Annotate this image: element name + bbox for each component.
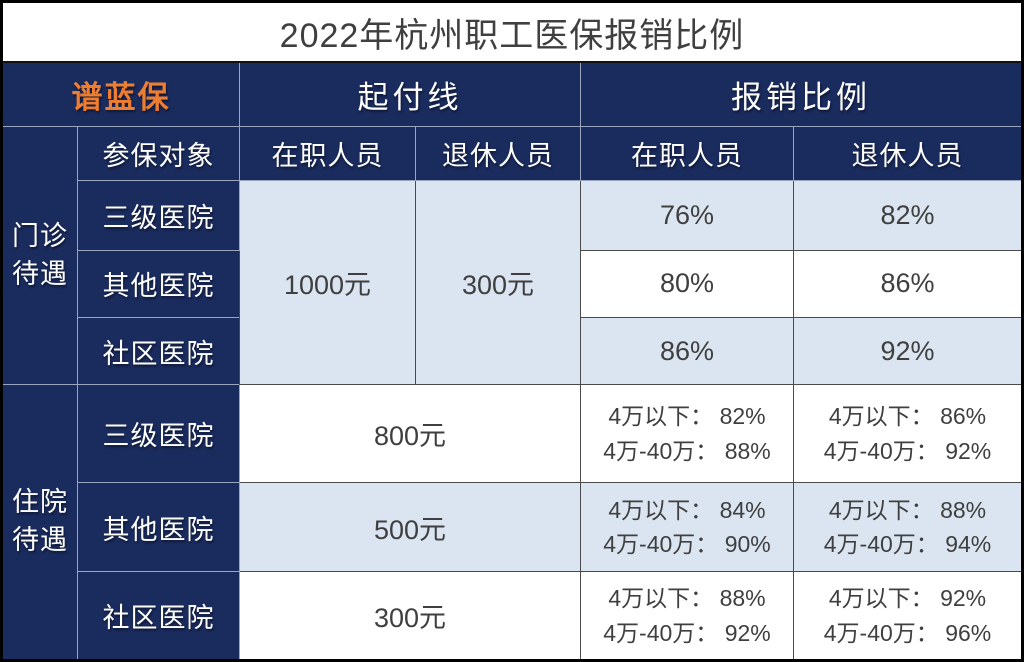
- section-label-inpatient: 住院待遇: [1, 384, 78, 661]
- subheader-row: 门诊待遇 参保对象 在职人员 退休人员 在职人员 退休人员: [1, 126, 1023, 386]
- ratio-retired: 86%: [793, 249, 1023, 319]
- tier-line: 4万以下： 86%: [828, 403, 987, 430]
- page-title: 2022年杭州职工医保报销比例: [1, 1, 1023, 64]
- deductible-retired-outpatient: 300元: [415, 179, 581, 386]
- tier-line: 4万以下： 84%: [608, 496, 766, 523]
- ratio-retired: 82%: [793, 179, 1023, 251]
- hospital-label: 其他医院: [77, 249, 240, 319]
- col-header-active-deductible: 在职人员: [239, 126, 416, 181]
- tier-line: 4万-40万： 96%: [823, 619, 992, 646]
- hospital-label: 三级医院: [77, 384, 240, 484]
- table-row: 住院待遇 三级医院 800元 4万以下： 82% 4万-40万： 88% 4万以…: [1, 384, 1023, 661]
- ratio-retired: 92%: [793, 317, 1023, 386]
- tier-line: 4万-40万： 88%: [603, 437, 771, 464]
- hospital-label: 社区医院: [77, 571, 240, 661]
- header-row: 谱蓝保 起付线 报销比例: [1, 61, 1023, 128]
- table-row: 三级医院 1000元 300元 76% 82%: [2, 179, 1023, 386]
- tier-line: 4万以下： 88%: [608, 585, 766, 611]
- ratio-active-tiered: 4万以下： 82% 4万-40万： 88%: [580, 384, 794, 484]
- tier-line: 4万以下： 82%: [608, 403, 766, 430]
- deductible-inpatient: 800元: [239, 384, 581, 484]
- hospital-label: 其他医院: [77, 482, 240, 572]
- brand-text: 谱蓝保: [1, 61, 240, 128]
- ratio-retired-tiered: 4万以下： 86% 4万-40万： 92%: [793, 384, 1023, 484]
- table-row: 其他医院 80% 86%: [2, 249, 1023, 319]
- section-label-outpatient: 门诊待遇: [1, 126, 78, 386]
- col-header-deductible: 起付线: [239, 61, 581, 128]
- table-row: 社区医院 300元 4万以下： 88% 4万-40万： 92% 4万以下： 92…: [2, 571, 1023, 661]
- table-row: 其他医院 500元 4万以下： 84% 4万-40万： 90% 4万以下： 88…: [2, 482, 1023, 572]
- deductible-inpatient: 300元: [239, 571, 581, 661]
- deductible-inpatient: 500元: [239, 482, 581, 572]
- ratio-retired-tiered: 4万以下： 88% 4万-40万： 94%: [793, 482, 1023, 572]
- ratio-active-tiered: 4万以下： 84% 4万-40万： 90%: [580, 482, 794, 572]
- col-header-insured: 参保对象: [77, 126, 240, 181]
- col-header-retired-ratio: 退休人员: [793, 126, 1023, 181]
- tier-line: 4万以下： 88%: [828, 496, 987, 523]
- ratio-active-tiered: 4万以下： 88% 4万-40万： 92%: [580, 571, 794, 661]
- col-header-active-ratio: 在职人员: [580, 126, 794, 181]
- table-row: 社区医院 86% 92%: [2, 317, 1023, 386]
- ratio-active: 86%: [580, 317, 794, 386]
- col-header-retired-deductible: 退休人员: [415, 126, 581, 181]
- col-header-ratio: 报销比例: [580, 61, 1023, 128]
- tier-line: 4万以下： 92%: [828, 585, 987, 611]
- tier-line: 4万-40万： 92%: [603, 619, 771, 646]
- ratio-active: 80%: [580, 249, 794, 319]
- tier-line: 4万-40万： 92%: [823, 437, 992, 464]
- title-row: 2022年杭州职工医保报销比例: [1, 1, 1023, 64]
- hospital-label: 社区医院: [77, 317, 240, 386]
- ratio-active: 76%: [580, 179, 794, 251]
- tier-line: 4万-40万： 90%: [603, 531, 771, 558]
- hospital-label: 三级医院: [77, 179, 240, 251]
- tier-line: 4万-40万： 94%: [823, 531, 992, 558]
- ratio-retired-tiered: 4万以下： 92% 4万-40万： 96%: [793, 571, 1023, 661]
- deductible-active-outpatient: 1000元: [239, 179, 416, 386]
